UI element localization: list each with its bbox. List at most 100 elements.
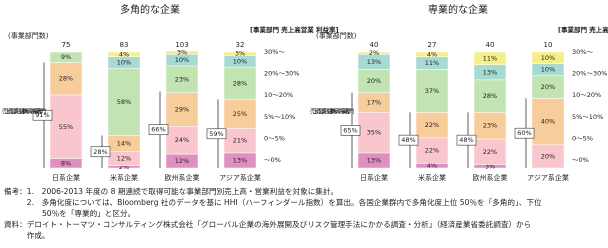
x-tick-label: 米系企業 [110, 173, 138, 182]
value-label: 10% [175, 56, 189, 64]
value-label: 11% [483, 54, 497, 62]
value-label: 23% [483, 122, 497, 130]
count-label: 103 [175, 41, 188, 49]
bracket-box [398, 134, 419, 146]
value-label: 10% [541, 65, 555, 73]
bracket-box [148, 124, 169, 136]
bar-segment [473, 51, 507, 66]
bar-segment [357, 51, 391, 55]
legend-label: 30%〜 [572, 48, 593, 56]
bar-segment [531, 51, 565, 64]
value-label: 2% [119, 163, 129, 171]
y-axis-label: (事業部門数) [316, 31, 357, 40]
value-label: 4% [427, 50, 437, 58]
value-label: 13% [367, 58, 381, 66]
legend-label: 30%〜 [264, 48, 285, 56]
chart-title: 多角的な企業 [120, 3, 180, 16]
bar-segment [49, 94, 83, 159]
count-label: 40 [370, 41, 379, 49]
value-label: 20% [541, 152, 555, 160]
bracket-label: 28% [93, 148, 107, 156]
value-label: 23% [175, 75, 189, 83]
bar-segment [531, 98, 565, 146]
bracket-box [90, 146, 111, 158]
legend-label: 10〜20% [264, 91, 293, 99]
note: 作成。 [4, 230, 50, 240]
legend-title: [事業部門 売上高営業 利益率] [558, 25, 608, 34]
x-tick-label: アジア系企業 [219, 173, 261, 182]
bar-segment [223, 128, 257, 154]
bar-segment [165, 92, 199, 127]
value-label: 4% [427, 162, 437, 170]
note: 50％を「専業的」と区分。 [4, 208, 135, 218]
value-label: 17% [367, 98, 381, 106]
annotation: 売上高営業利益率 10% 未満の事業部門 [310, 108, 354, 116]
value-label: 22% [425, 147, 439, 155]
value-label: 3% [485, 162, 495, 170]
chart-title: 専業的な企業 [428, 3, 488, 16]
count-label: 32 [236, 41, 245, 49]
value-label: 29% [175, 105, 189, 113]
note: 2. 多角化度については、Bloomberg 社のデータを基に HHI（ハーフィ… [4, 197, 542, 207]
bar-segment [107, 67, 141, 136]
value-label: 13% [233, 156, 247, 164]
value-label: 22% [483, 148, 497, 156]
value-label: 25% [233, 110, 247, 118]
bracket-label: 59% [209, 130, 223, 138]
bracket-box [456, 134, 477, 146]
value-label: 35% [367, 129, 381, 137]
legend-label: 10〜20% [572, 91, 601, 99]
value-label: 40% [541, 118, 555, 126]
value-label: 2% [369, 49, 379, 57]
value-label: 22% [425, 121, 439, 129]
x-tick-label: 日系企業 [52, 173, 80, 182]
annotation: 売上高営業利益率 10% 未満の事業部門 [2, 108, 46, 116]
bar-segment [165, 50, 199, 55]
value-label: 37% [425, 87, 439, 95]
value-label: 9% [61, 53, 71, 61]
bar-segment [49, 51, 83, 63]
bracket-label: 91% [35, 111, 49, 119]
x-tick-label: 欧州系企業 [473, 173, 508, 182]
bar-segment [473, 138, 507, 165]
value-label: 3% [177, 49, 187, 57]
bar-segment [223, 66, 257, 100]
legend-label: 0〜5% [264, 134, 285, 142]
legend-label: 〜0% [572, 156, 589, 164]
bracket-label: 65% [343, 126, 357, 134]
count-label: 10 [544, 41, 553, 49]
bar-segment [165, 65, 199, 93]
value-label: 28% [59, 75, 73, 83]
value-label: 20% [367, 77, 381, 85]
value-label: 3% [235, 50, 245, 58]
x-tick-label: 米系企業 [418, 173, 446, 182]
value-label: 10% [117, 58, 131, 66]
count-label: 40 [486, 41, 495, 49]
count-label: 83 [120, 41, 129, 49]
legend-label: 5%〜10% [264, 113, 295, 121]
bar-segment [107, 51, 141, 57]
x-tick-label: アジア系企業 [527, 173, 569, 182]
value-label: 58% [117, 98, 131, 106]
legend-label: 20%〜30% [264, 70, 299, 78]
count-label: 27 [428, 41, 437, 49]
legend-label: 〜0% [264, 156, 281, 164]
bracket-box [206, 128, 227, 140]
value-label: 11% [425, 59, 439, 67]
value-label: 28% [483, 92, 497, 100]
value-label: 28% [233, 79, 247, 87]
count-label: 75 [62, 41, 71, 49]
bracket-box [32, 109, 53, 121]
value-label: 13% [483, 68, 497, 76]
legend-label: 20%〜30% [572, 70, 607, 78]
value-label: 24% [175, 136, 189, 144]
value-label: 8% [61, 159, 71, 167]
note: 備考：1. 2006-2013 年度の 8 期連続で取得可能な事業部門別売上高・… [4, 186, 338, 196]
value-label: 12% [117, 155, 131, 163]
value-label: 4% [119, 50, 129, 58]
value-label: 13% [367, 156, 381, 164]
bar-segment [473, 79, 507, 113]
bracket-label: 60% [517, 129, 531, 137]
